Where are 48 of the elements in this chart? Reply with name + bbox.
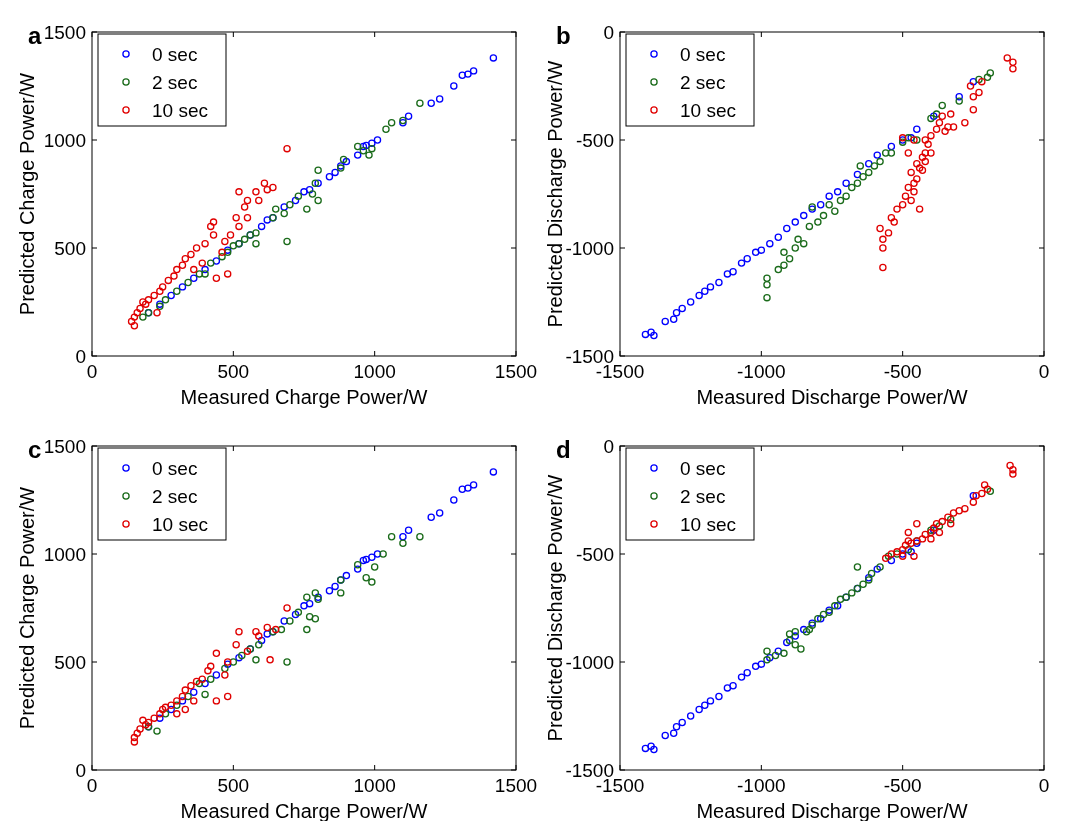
x-tick-label: 0 — [1038, 361, 1050, 382]
legend-label: 10 sec — [152, 99, 208, 121]
y-tick-label: -500 — [575, 129, 614, 151]
y-tick-label: -500 — [575, 543, 614, 565]
legend-label: 10 sec — [680, 99, 736, 121]
x-tick-label: 1000 — [353, 775, 396, 796]
legend-label: 2 sec — [680, 485, 726, 507]
x-tick-label: -500 — [883, 361, 922, 382]
y-axis-title: Predicted Discharge Power/W — [544, 474, 566, 742]
y-tick-label: 1500 — [43, 21, 86, 43]
legend-label: 0 sec — [152, 43, 198, 65]
x-tick-label: -1000 — [737, 361, 786, 382]
chart-title: d — [556, 436, 571, 463]
y-tick-label: 0 — [75, 345, 86, 367]
y-axis-title: Predicted Charge Power/W — [16, 72, 38, 316]
chart-title: a — [28, 22, 42, 49]
x-tick-label: -500 — [883, 775, 922, 796]
x-tick-label: 0 — [1038, 775, 1050, 796]
y-tick-label: 0 — [75, 759, 86, 781]
y-tick-label: -1000 — [565, 237, 614, 259]
x-axis-title: Measured Discharge Power/W — [696, 386, 968, 408]
legend-label: 10 sec — [152, 513, 208, 535]
legend-label: 0 sec — [152, 457, 198, 479]
x-tick-label: 1000 — [353, 361, 396, 382]
y-tick-label: 500 — [54, 237, 86, 259]
y-tick-label: 1000 — [43, 129, 86, 151]
legend-label: 0 sec — [680, 457, 726, 479]
x-tick-label: -1000 — [737, 775, 786, 796]
chart-title: b — [556, 22, 571, 49]
y-tick-label: -1000 — [565, 651, 614, 673]
legend-label: 2 sec — [152, 71, 198, 93]
y-tick-label: 1000 — [43, 543, 86, 565]
legend-label: 2 sec — [680, 71, 726, 93]
x-tick-label: 500 — [217, 361, 250, 382]
y-tick-label: 0 — [603, 21, 614, 43]
y-tick-label: 0 — [603, 435, 614, 457]
chart-title: c — [28, 436, 42, 463]
y-axis-title: Predicted Discharge Power/W — [544, 60, 566, 328]
y-tick-label: 500 — [54, 651, 86, 673]
x-axis-title: Measured Charge Power/W — [180, 386, 428, 408]
y-axis-title: Predicted Charge Power/W — [16, 486, 38, 730]
legend-label: 10 sec — [680, 513, 736, 535]
legend-label: 2 sec — [152, 485, 198, 507]
x-tick-label: 500 — [217, 775, 250, 796]
x-tick-label: 1500 — [494, 775, 538, 796]
x-tick-label: 1500 — [494, 361, 538, 382]
y-tick-label: 1500 — [43, 435, 86, 457]
legend-label: 0 sec — [680, 43, 726, 65]
